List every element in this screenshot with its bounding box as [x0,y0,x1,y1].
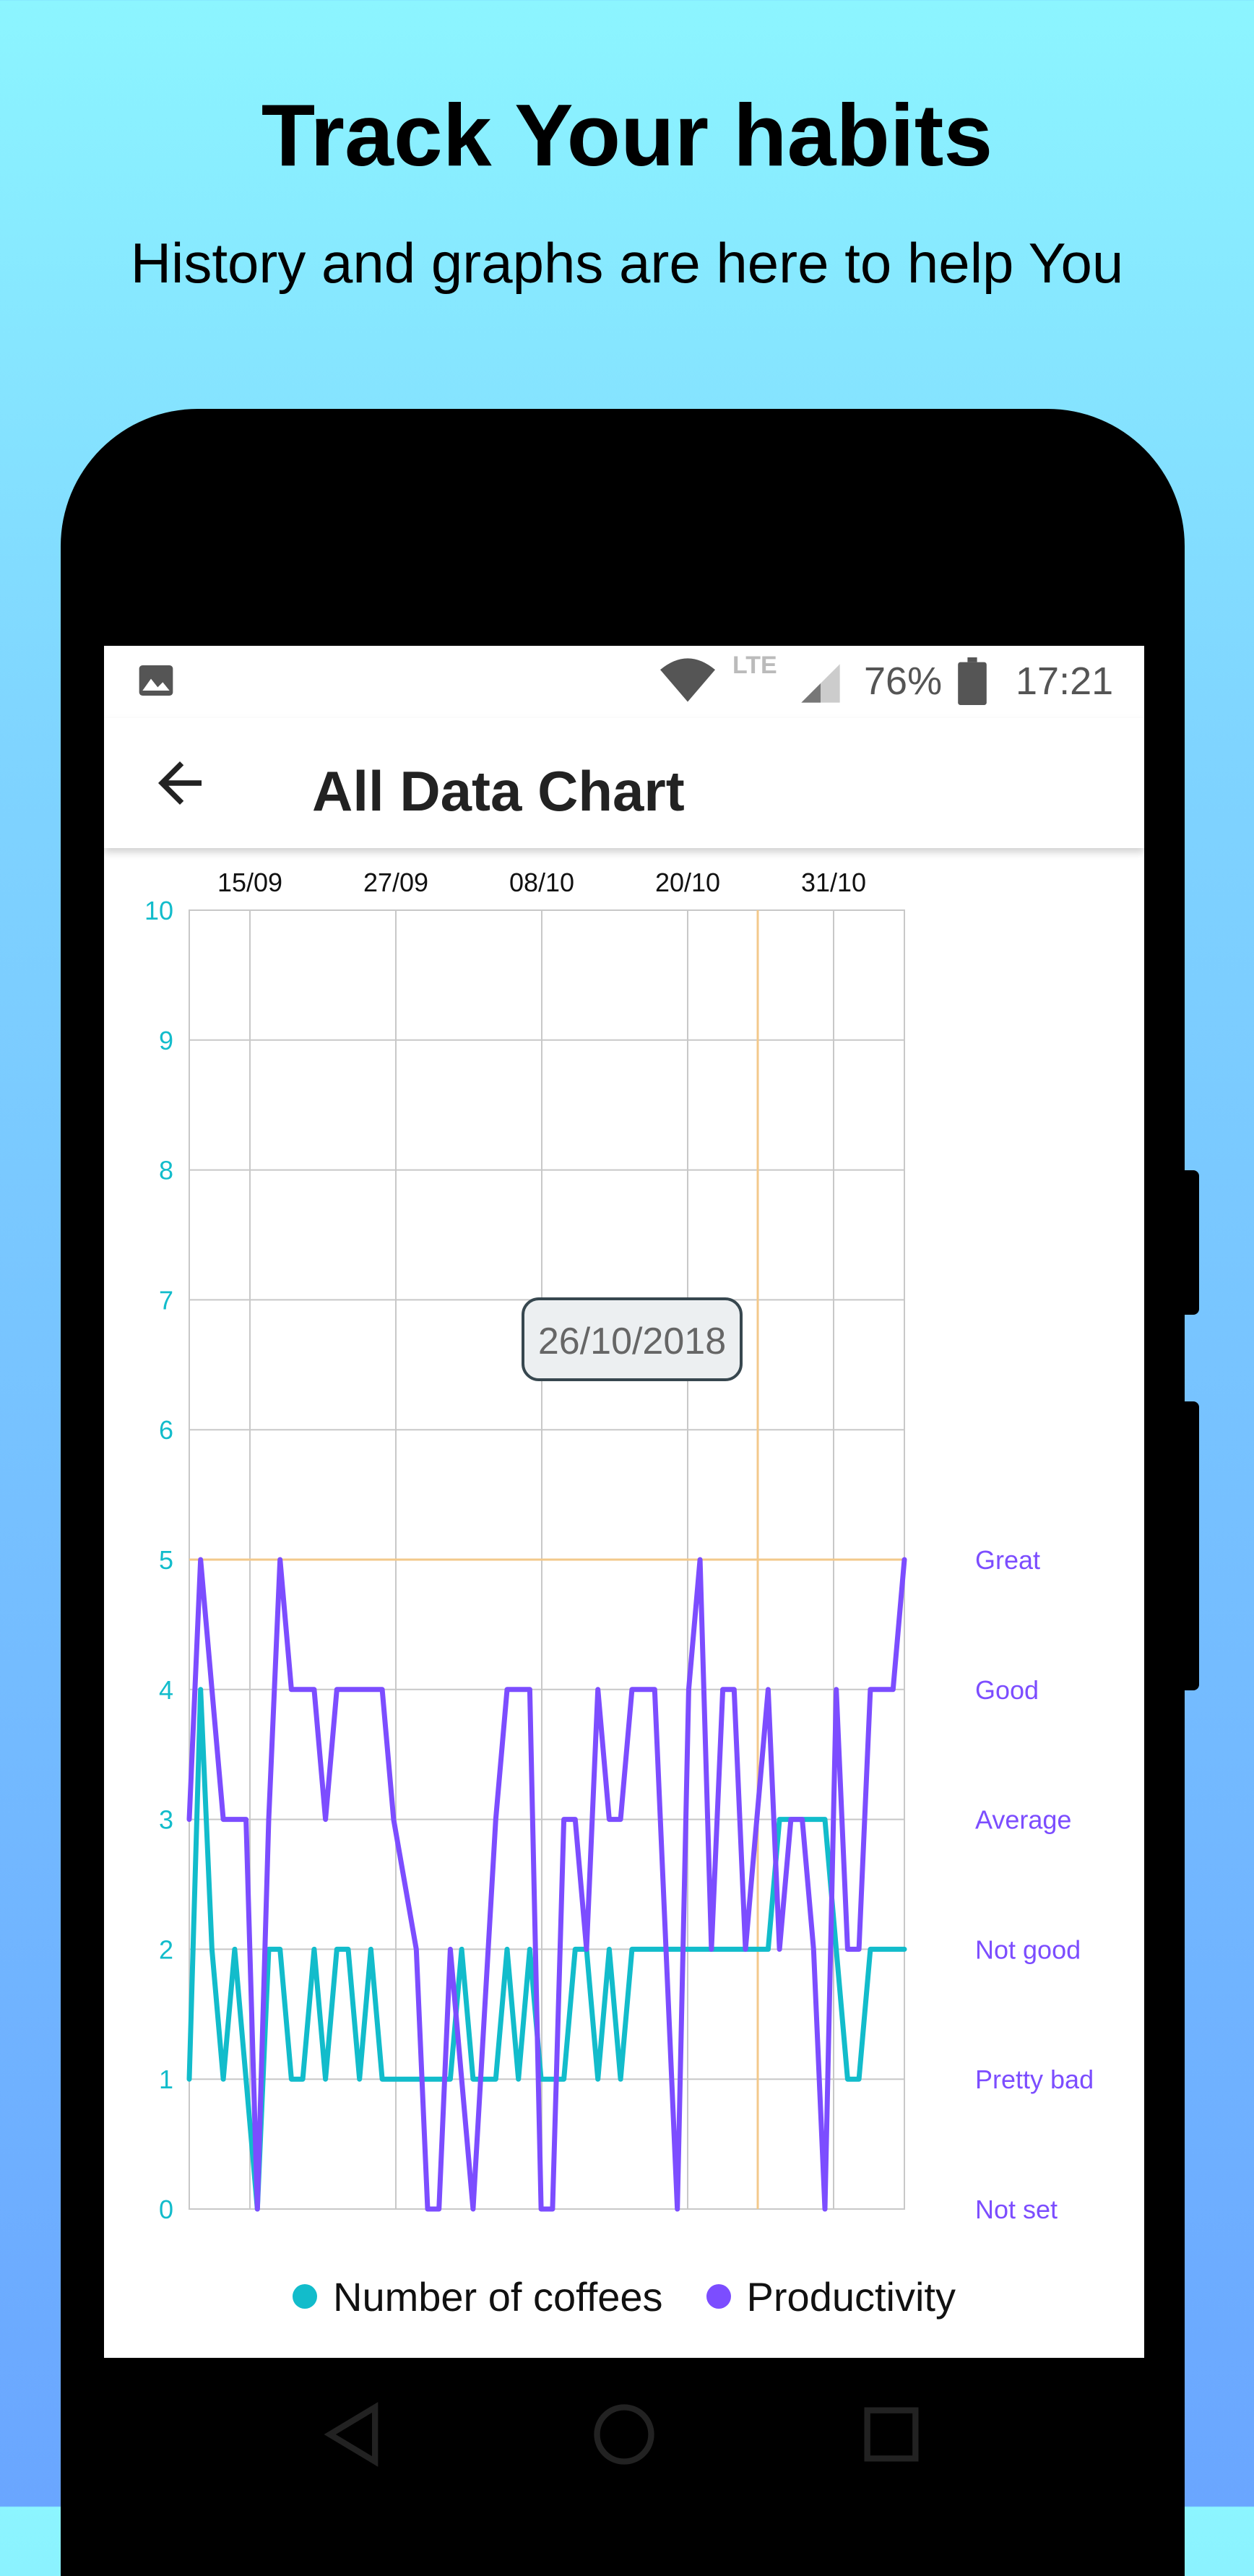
system-nav-bar [104,2358,1144,2507]
left-tick-label: 0 [159,2195,173,2224]
image-icon [139,665,173,696]
left-axis-ticks: 0 1 2 3 4 5 6 7 8 9 10 [144,896,173,2224]
series-line-coffees [186,1687,907,2212]
series-line-productivity [186,1557,907,2212]
nav-home-icon[interactable] [588,2398,660,2471]
legend-label-coffees: Number of coffees [333,2273,663,2320]
network-type-label: LTE [732,652,777,679]
left-tick-label: 1 [159,2065,173,2094]
left-tick-label: 5 [159,1545,173,1575]
phone-screen: LTE 76% 17:21 All Data Chart 15/09 27/09 0… [104,646,1144,2358]
arrow-back-icon[interactable] [147,751,212,816]
nav-back-icon[interactable] [318,2398,390,2471]
left-tick-label: 2 [159,1935,173,1964]
x-axis-ticks: 15/09 27/09 08/10 20/10 31/10 [217,868,866,897]
status-bar: LTE 76% 17:21 [104,646,1144,718]
app-bar: All Data Chart [104,718,1144,848]
right-tick-label: Great [975,1545,1040,1575]
chart-legend: Number of coffees Productivity [104,2264,1144,2329]
signal-icon [801,664,840,703]
legend-dot-coffees [293,2284,318,2309]
left-tick-label: 3 [159,1805,173,1835]
promo-title: Track Your habits [261,86,993,184]
nav-recents-icon[interactable] [855,2398,927,2471]
status-time: 17:21 [1016,660,1114,703]
phone-side-button [1185,1170,1199,1315]
right-tick-label: Good [975,1675,1039,1705]
legend-dot-productivity [706,2284,731,2309]
all-data-chart[interactable]: 15/09 27/09 08/10 20/10 31/10 0 1 2 3 4 5 6 7 8 9 10 N… [104,848,1144,2358]
left-tick-label: 8 [159,1156,173,1185]
battery-percent: 76% [864,660,943,703]
legend-item-coffees: Number of coffees [293,2273,663,2320]
right-axis-ticks: Not set Pretty bad Not good Average Good Grea… [975,1545,1094,2224]
right-tick-label: Not good [975,1935,1081,1964]
date-tooltip-box [522,1297,743,1381]
date-tooltip-text: 26/10/2018 [538,1321,726,1362]
wifi-icon [660,658,715,702]
x-tick-label: 08/10 [509,868,574,897]
left-tick-label: 9 [159,1026,173,1055]
right-tick-label: Pretty bad [975,2065,1094,2094]
legend-item-productivity: Productivity [706,2273,956,2320]
x-tick-label: 15/09 [217,868,282,897]
left-tick-label: 6 [159,1415,173,1445]
page-title: All Data Chart [312,759,685,823]
promo-subtitle: History and graphs are here to help You [130,231,1124,295]
phone-side-button [1185,1401,1199,1690]
left-tick-label: 4 [159,1675,173,1705]
x-tick-label: 20/10 [655,868,720,897]
legend-label-productivity: Productivity [746,2273,956,2320]
right-tick-label: Not set [975,2195,1058,2224]
x-tick-label: 27/09 [363,868,428,897]
date-tooltip: 26/10/2018 [522,1297,743,1381]
left-tick-label: 10 [144,896,173,925]
left-tick-label: 7 [159,1285,173,1315]
x-tick-label: 31/10 [801,868,866,897]
right-tick-label: Average [975,1805,1071,1835]
battery-icon [958,657,987,705]
highlight-crosshair [189,910,904,2209]
chart-series [186,1557,907,2212]
